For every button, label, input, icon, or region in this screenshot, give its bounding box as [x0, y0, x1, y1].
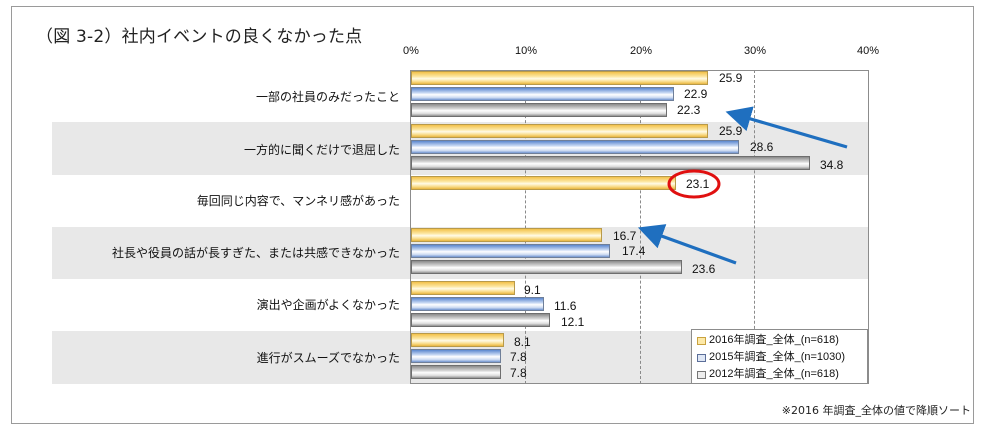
- value-label: 7.8: [510, 366, 527, 380]
- legend-swatch-2016: [697, 336, 706, 345]
- bar-2016: [411, 333, 504, 347]
- arrow-icon: [725, 106, 848, 149]
- value-label: 25.9: [719, 71, 743, 85]
- value-label: 7.8: [510, 350, 527, 364]
- x-tick-30: 30%: [743, 45, 767, 57]
- bar-2015: [411, 140, 739, 154]
- legend-item-2015: 2015年調査_全体_(n=1030): [697, 349, 867, 366]
- bar-2015: [411, 349, 501, 363]
- legend-item-2016: 2016年調査_全体_(n=618): [697, 332, 867, 349]
- value-label: 22.3: [677, 103, 701, 117]
- value-label: 23.6: [692, 262, 716, 276]
- bar-2012: [411, 260, 682, 274]
- bar-2015: [411, 87, 674, 101]
- bar-2016: [411, 176, 676, 190]
- plot-area: [410, 70, 869, 384]
- legend-item-2012: 2012年調査_全体_(n=618): [697, 366, 867, 383]
- bar-2016: [411, 124, 708, 138]
- bar-2012: [411, 156, 810, 170]
- bar-2016: [411, 281, 515, 295]
- x-tick-10: 10%: [514, 45, 538, 57]
- category-label: 社長や役員の話が長すぎた、または共感できなかった: [111, 246, 400, 260]
- value-label: 9.1: [524, 283, 541, 297]
- x-tick-40: 40%: [856, 45, 880, 57]
- value-label: 22.9: [684, 87, 708, 101]
- legend-swatch-2012: [697, 370, 706, 379]
- value-label: 34.8: [820, 158, 844, 172]
- bar-2015: [411, 297, 544, 311]
- category-label: 毎回同じ内容で、マンネリ感があった: [196, 194, 400, 208]
- category-label: 演出や企画がよくなかった: [256, 298, 400, 312]
- bar-2015: [411, 244, 610, 258]
- value-label: 23.1: [686, 177, 710, 191]
- gridline-10: [525, 70, 526, 384]
- value-label: 16.7: [613, 229, 637, 243]
- bar-2012: [411, 365, 501, 379]
- value-label: 28.6: [750, 140, 774, 154]
- footnote: ※2016 年調査_全体の値で降順ソート: [781, 404, 971, 417]
- bar-2012: [411, 103, 667, 117]
- legend-label: 2016年調査_全体_(n=618): [709, 334, 839, 346]
- chart-legend: 2016年調査_全体_(n=618) 2015年調査_全体_(n=1030) 2…: [691, 329, 868, 384]
- bar-2012: [411, 313, 550, 327]
- value-label: 12.1: [561, 315, 585, 329]
- arrow-icon: [637, 224, 737, 265]
- legend-swatch-2015: [697, 353, 706, 362]
- gridline-30: [754, 70, 755, 384]
- highlight-circle: [667, 169, 721, 199]
- x-tick-20: 20%: [629, 45, 653, 57]
- x-tick-0: 0%: [403, 45, 419, 57]
- chart-title: （図 3-2）社内イベントの良くなかった点: [36, 27, 363, 47]
- legend-label: 2012年調査_全体_(n=618): [709, 368, 839, 380]
- value-label: 8.1: [514, 335, 531, 349]
- legend-label: 2015年調査_全体_(n=1030): [709, 351, 846, 363]
- bar-2016: [411, 228, 602, 242]
- category-label: 進行がスムーズでなかった: [256, 351, 400, 365]
- category-label: 一部の社員のみだったこと: [255, 90, 400, 104]
- bar-2016: [411, 71, 708, 85]
- category-label: 一方的に聞くだけで退屈した: [243, 143, 400, 157]
- value-label: 11.6: [554, 299, 577, 313]
